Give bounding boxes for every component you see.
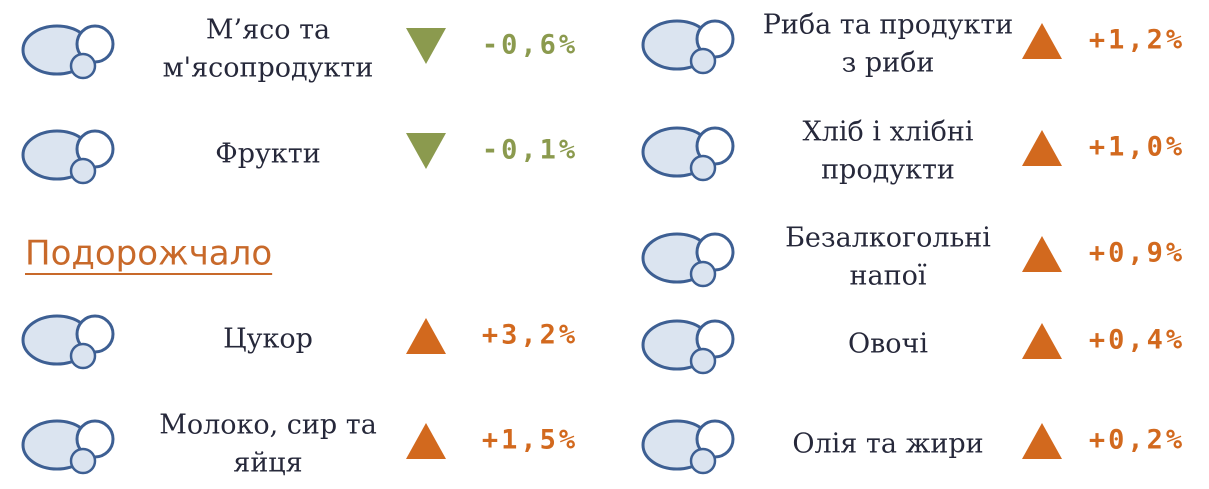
icon-shape [691,449,715,473]
up-arrow [1022,130,1062,166]
item-label: напої [850,261,927,292]
icon-shape [71,449,95,473]
icon [643,21,733,73]
change-value: +1,0% [1089,132,1185,163]
item-label: з риби [842,48,935,79]
icon-shape [691,49,715,73]
up-arrow [1022,323,1062,359]
item-label: М’ясо та [206,15,330,46]
change-value: -0,6% [482,30,578,61]
up-arrow [406,423,446,459]
canvas: М’ясо та м'ясопродукти -0,6% Фрукти -0,1% Цук… [0,0,1209,489]
infographic: М’ясо та м'ясопродукти -0,6% Фрукти -0,1% Цук… [0,0,1209,489]
up-arrow [1022,236,1062,272]
up-arrow [406,318,446,354]
down-arrow [406,133,446,169]
change-value: +0,9% [1089,238,1185,269]
icon [23,131,113,183]
item-label: Безалкогольні [785,223,991,254]
item-label: Овочі [848,329,928,360]
item-label: яйця [233,448,302,479]
item-label: Молоко, сир та [159,410,377,441]
item-label: Олія та жири [792,429,983,460]
icon [643,421,733,473]
change-value: +0,4% [1089,325,1185,356]
up-arrow [1022,423,1062,459]
change-value: +0,2% [1089,425,1185,456]
icon [643,234,733,286]
item-label: Цукор [223,324,313,355]
item-label: Риба та продукти [763,10,1014,41]
icon-shape [691,262,715,286]
change-value: +3,2% [482,320,578,351]
item-label: продукти [821,155,955,186]
change-value: +1,2% [1089,25,1185,56]
icon [643,128,733,180]
item-label: Хліб і хлібні [803,117,974,148]
icon [643,321,733,373]
icon-shape [71,344,95,368]
icon [23,421,113,473]
change-value: +1,5% [482,425,578,456]
icon-shape [691,349,715,373]
icon [23,26,113,78]
item-label: Фрукти [215,139,320,170]
up-arrow [1022,23,1062,59]
icon-shape [71,159,95,183]
icon-shape [71,54,95,78]
icon-shape [691,156,715,180]
item-label: м'ясопродукти [163,53,374,84]
change-value: -0,1% [482,135,578,166]
down-arrow [406,28,446,64]
icon [23,316,113,368]
section-heading: Подорожчало [25,234,272,274]
